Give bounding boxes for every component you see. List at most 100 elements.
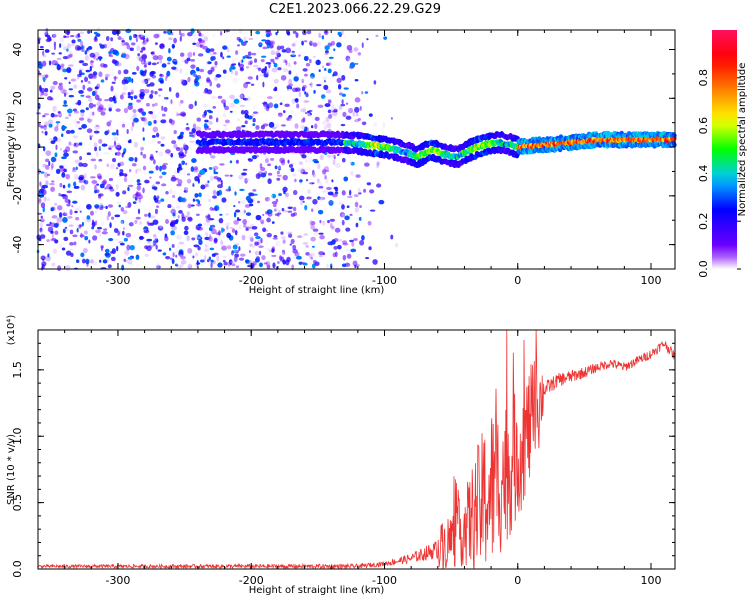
heatmap-noise-cell [273,88,277,92]
heatmap-noise-cell [210,66,215,72]
heatmap-noise-cell [191,158,197,163]
heatmap-noise-cell [137,208,141,215]
heatmap-noise-cell [242,168,248,171]
heatmap-noise-cell [127,256,133,260]
heatmap-noise-cell [328,200,334,206]
heatmap-noise-cell [148,226,151,230]
heatmap-noise-cell [119,220,124,224]
heatmap-noise-cell [309,182,315,185]
heatmap-noise-cell [319,29,324,35]
heatmap-noise-cell [115,108,121,112]
heatmap-noise-cell [319,154,324,161]
heatmap-noise-cell [48,60,52,66]
heatmap-noise-cell [159,60,163,64]
heatmap-noise-cell [50,38,57,42]
heatmap-noise-cell [269,32,272,36]
heatmap-noise-cell [341,30,344,35]
heatmap-noise-cell [345,115,352,120]
heatmap-noise-cell [60,63,65,67]
heatmap-noise-cell [290,54,297,58]
heatmap-noise-cell [93,31,98,35]
heatmap-noise-cell [107,103,113,109]
heatmap-noise-cell [317,104,324,109]
heatmap-noise-cell [323,84,329,91]
heatmap-noise-cell [117,162,121,167]
heatmap-noise-cell [213,239,218,244]
heatmap-noise-cell [220,239,224,246]
heatmap-noise-cell [241,234,244,240]
heatmap-noise-cell [61,156,67,160]
heatmap-noise-cell [110,37,114,42]
heatmap-noise-cell [252,118,256,123]
heatmap-noise-cell [312,198,318,205]
heatmap-noise-cell [327,62,332,66]
heatmap-noise-cell [40,171,45,174]
heatmap-noise-cell [163,30,167,34]
heatmap-noise-cell [127,104,133,110]
heatmap-noise-cell [128,102,133,106]
heatmap-noise-cell [236,216,240,221]
heatmap-noise-cell [212,232,216,235]
heatmap-noise-cell [115,256,120,261]
heatmap-noise-cell [266,248,272,251]
heatmap-noise-cell [282,259,286,265]
heatmap-noise-cell [309,40,313,46]
heatmap-noise-cell [259,219,264,223]
heatmap-noise-cell [86,171,92,175]
heatmap-noise-cell [87,80,91,84]
heatmap-noise-cell [216,190,220,197]
heatmap-noise-cell [171,258,175,265]
heatmap-noise-cell [224,222,231,227]
heatmap-noise-cell [280,159,286,166]
heatmap-noise-cell [285,29,290,35]
heatmap-noise-cell [195,66,200,72]
heatmap-noise-cell [42,258,45,261]
heatmap-noise-cell [286,80,293,86]
heatmap-noise-cell [359,205,362,208]
heatmap-noise-cell [324,68,327,71]
heatmap-noise-cell [244,113,249,119]
heatmap-noise-cell [245,195,251,201]
heatmap-noise-cell [308,76,314,80]
heatmap-noise-cell [325,89,332,94]
heatmap-noise-cell [127,91,131,97]
heatmap-noise-cell [72,167,76,171]
heatmap-noise-cell [158,94,161,97]
heatmap-noise-cell [273,78,279,84]
heatmap-noise-cell [86,87,93,92]
heatmap-noise-cell [281,124,286,127]
heatmap-xlabel: Height of straight line (km) [249,285,385,296]
heatmap-noise-cell [111,81,116,85]
heatmap-noise-cell [318,69,321,73]
heatmap-noise-cell [101,255,106,260]
heatmap-noise-cell [203,90,209,94]
heatmap-noise-cell [178,163,182,169]
heatmap-noise-cell [240,39,244,45]
heatmap-noise-cell [212,165,219,170]
heatmap-noise-cell [241,212,245,215]
heatmap-noise-cell [261,102,268,105]
heatmap-noise-cell [308,49,311,54]
heatmap-noise-cell [173,37,177,44]
heatmap-noise-cell [108,237,114,242]
heatmap-noise-cell [72,108,78,112]
heatmap-noise-cell [121,39,125,43]
heatmap-noise-cell [250,83,255,86]
heatmap-noise-cell [168,37,173,41]
heatmap-noise-cell [168,48,171,54]
heatmap-noise-cell [81,45,84,50]
heatmap-noise-cell [81,258,86,264]
heatmap-noise-cell [121,264,125,271]
heatmap-noise-cell [332,159,336,166]
heatmap-noise-cell [238,63,245,69]
heatmap-noise-cell [264,170,267,175]
heatmap-noise-cell [226,225,229,230]
heatmap-noise-cell [257,262,260,267]
heatmap-noise-cell [114,238,119,241]
heatmap-noise-cell [292,173,297,177]
heatmap-noise-cell [223,127,229,133]
heatmap-noise-cell [116,151,121,156]
heatmap-noise-cell [245,38,248,41]
heatmap-noise-cell [41,60,47,67]
heatmap-noise-cell [179,52,185,57]
